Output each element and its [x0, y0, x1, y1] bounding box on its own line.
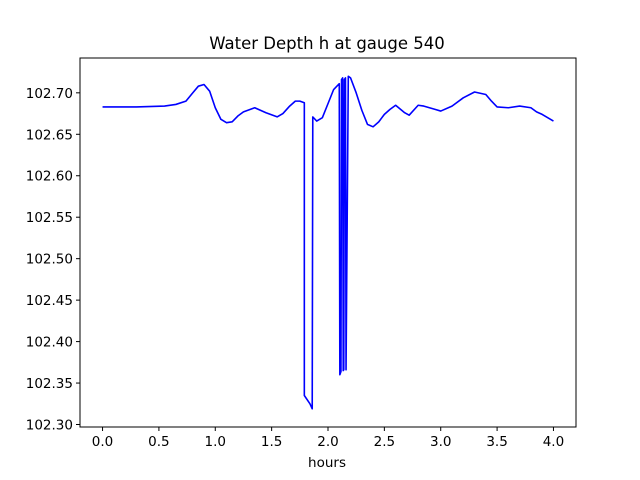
x-axis-label: hours	[308, 455, 346, 471]
y-tick-label: 102.45	[26, 293, 73, 309]
x-tick-label: 0.0	[92, 434, 113, 450]
x-tick-label: 2.0	[317, 434, 338, 450]
x-tick-label: 3.0	[430, 434, 451, 450]
y-tick-label: 102.70	[26, 86, 73, 102]
y-tick-label: 102.40	[26, 335, 73, 351]
x-tick-label: 2.5	[374, 434, 395, 450]
y-tick-label: 102.50	[26, 252, 73, 268]
x-tick-label: 4.0	[543, 434, 564, 450]
x-tick-label: 3.5	[486, 434, 507, 450]
x-tick-label: 1.0	[205, 434, 226, 450]
y-tick-label: 102.35	[26, 376, 73, 392]
plot-frame	[79, 57, 577, 428]
y-tick-label: 102.65	[26, 127, 73, 143]
x-tick-label: 1.5	[261, 434, 282, 450]
y-tick-label: 102.55	[26, 210, 73, 226]
y-tick-label: 102.60	[26, 169, 73, 185]
x-axis: 0.0 0.5 1.0 1.5 2.0 2.5 3.0 3.5 4.0	[92, 427, 564, 450]
y-tick-label: 102.30	[26, 418, 73, 434]
series-line	[102, 75, 554, 410]
y-axis: 102.30 102.35 102.40 102.45 102.50 102.55 102.…	[26, 86, 80, 434]
chart-title: Water Depth h at gauge 540	[209, 34, 444, 53]
x-tick-label: 0.5	[148, 434, 169, 450]
